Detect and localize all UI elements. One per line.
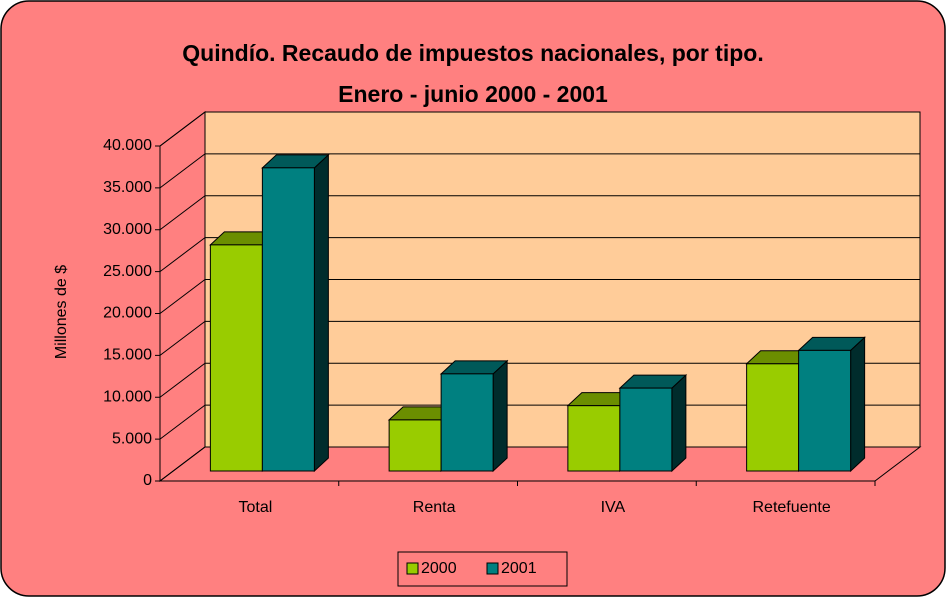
bar-side — [313, 153, 329, 473]
bar — [209, 244, 263, 472]
y-tick-label: 20.000 — [103, 305, 152, 322]
bar-side — [671, 373, 687, 473]
grid-line — [159, 153, 206, 189]
chart-title: Enero - junio 2000 - 2001 — [338, 81, 608, 107]
grid-line — [159, 237, 206, 273]
y-tick-label: 5.000 — [112, 430, 152, 447]
grid-line — [159, 404, 206, 440]
y-tick-label: 10.000 — [103, 388, 152, 405]
grid-line — [159, 446, 206, 482]
grid-line — [159, 362, 206, 398]
grid-line — [159, 279, 206, 314]
x-tick-label: Retefuente — [752, 499, 830, 516]
chart-title: Quindío. Recaudo de impuestos nacionales… — [182, 40, 763, 66]
bar-side — [850, 336, 866, 473]
x-tick-label: Renta — [413, 499, 456, 516]
legend — [397, 551, 568, 587]
y-tick-label: 15.000 — [103, 347, 152, 364]
bar — [798, 349, 852, 472]
x-tick-label: Total — [238, 499, 272, 516]
legend-swatch — [406, 562, 419, 575]
bar-side — [492, 359, 508, 473]
y-tick-label: 25.000 — [103, 263, 152, 280]
bar — [261, 167, 315, 472]
y-tick-label: 40.000 — [103, 137, 152, 154]
y-tick-label: 0 — [143, 472, 152, 489]
bar — [746, 363, 800, 472]
legend-label: 2001 — [501, 560, 537, 577]
bar — [440, 373, 494, 472]
x-tick-label: IVA — [601, 499, 626, 516]
y-axis-label: Millones de $ — [53, 265, 70, 359]
bar — [619, 387, 673, 472]
grid-line — [159, 195, 206, 231]
y-tick-label: 35.000 — [103, 179, 152, 196]
bar — [388, 419, 442, 472]
grid-line — [159, 111, 206, 147]
y-tick-label: 30.000 — [103, 221, 152, 238]
grid-line — [159, 320, 206, 356]
bar — [567, 405, 621, 472]
legend-swatch — [486, 562, 499, 575]
legend-label: 2000 — [421, 560, 457, 577]
